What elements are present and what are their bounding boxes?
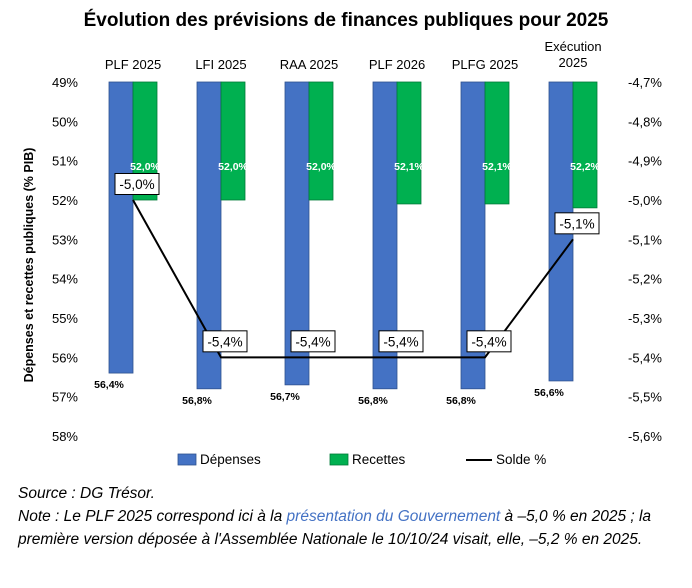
category-label: RAA 2025	[280, 57, 339, 72]
y-right-tick-label: -5,2%	[628, 272, 662, 287]
notes: Source : DG Trésor. Note : Le PLF 2025 c…	[18, 482, 658, 551]
depenses-data-label: 56,4%	[94, 379, 124, 391]
category-label: LFI 2025	[195, 57, 246, 72]
legend-label-depenses: Dépenses	[200, 452, 261, 467]
y-right-tick-label: -5,6%	[628, 429, 662, 444]
y-axis-title: Dépenses et recettes publiques (% PIB)	[22, 148, 36, 383]
recettes-data-label: 52,0%	[306, 161, 336, 173]
y-left-tick-label: 56%	[52, 350, 78, 365]
recettes-data-label: 52,2%	[570, 161, 600, 173]
depenses-data-label: 56,7%	[270, 391, 300, 403]
depenses-data-label: 56,8%	[358, 395, 388, 407]
y-right-tick-label: -5,1%	[628, 232, 662, 247]
y-left-tick-label: 57%	[52, 390, 78, 405]
depenses-data-label: 56,6%	[534, 387, 564, 399]
recettes-data-label: 52,0%	[130, 161, 160, 173]
category-label: 2025	[559, 55, 588, 70]
bar-recettes	[308, 81, 334, 201]
note-link[interactable]: présentation du Gouvernement	[286, 508, 501, 525]
y-right-tick-label: -4,7%	[628, 75, 662, 90]
y-right-tick-label: -5,3%	[628, 311, 662, 326]
source-text: Source : DG Trésor.	[18, 485, 155, 502]
category-label: PLF 2025	[105, 57, 161, 72]
y-left-tick-label: 54%	[52, 272, 78, 287]
legend-swatch-depenses	[177, 453, 197, 466]
recettes-data-label: 52,1%	[482, 161, 512, 173]
y-right-tick-label: -5,0%	[628, 193, 662, 208]
recettes-data-label: 52,0%	[218, 161, 248, 173]
y-left-tick-label: 52%	[52, 193, 78, 208]
solde-label-box	[466, 330, 512, 353]
solde-data-label: -5,4%	[207, 334, 242, 349]
y-left-tick-label: 55%	[52, 311, 78, 326]
note-prefix: Note : Le PLF 2025 correspond ici à la	[18, 508, 287, 525]
y-left-tick-label: 50%	[52, 114, 78, 129]
category-label: Exécution	[544, 39, 601, 54]
bar-recettes	[484, 81, 510, 205]
solde-label-box	[290, 330, 336, 353]
note-text: Note : Le PLF 2025 correspond ici à la p…	[18, 505, 658, 551]
legend-label-recettes: Recettes	[352, 452, 406, 467]
chart-title: Évolution des prévisions de finances pub…	[84, 9, 609, 31]
bar-recettes	[220, 81, 246, 201]
y-left-tick-label: 49%	[52, 75, 78, 90]
y-right-tick-label: -4,9%	[628, 154, 662, 169]
solde-data-label: -5,4%	[383, 334, 418, 349]
legend-swatch-recettes	[329, 453, 349, 466]
y-left-tick-label: 51%	[52, 154, 78, 169]
bar-depenses	[108, 81, 134, 374]
solde-label-box	[114, 173, 160, 195]
solde-label-box	[202, 330, 248, 353]
bar-recettes	[396, 81, 422, 205]
category-label: PLF 2026	[369, 57, 425, 72]
depenses-data-label: 56,8%	[182, 395, 212, 407]
recettes-data-label: 52,1%	[394, 161, 424, 173]
y-right-tick-label: -5,4%	[628, 350, 662, 365]
y-right-tick-label: -5,5%	[628, 390, 662, 405]
solde-label-box	[554, 212, 600, 235]
solde-label-box	[378, 330, 424, 353]
y-right-tick-label: -4,8%	[628, 114, 662, 129]
category-label: PLFG 2025	[452, 57, 519, 72]
solde-data-label: -5,4%	[295, 334, 330, 349]
chart-svg: Évolution des prévisions de finances pub…	[22, 9, 662, 467]
solde-data-label: -5,1%	[559, 216, 594, 231]
solde-data-label: -5,4%	[471, 334, 506, 349]
solde-data-label: -5,0%	[119, 177, 154, 192]
bar-recettes	[572, 81, 598, 209]
y-left-tick-label: 58%	[52, 429, 78, 444]
legend-label-solde: Solde %	[496, 452, 546, 467]
note-suffix: à –5,0 % en 2025 ; la première version d…	[18, 508, 652, 548]
depenses-data-label: 56,8%	[446, 395, 476, 407]
y-left-tick-label: 53%	[52, 232, 78, 247]
chart: Évolution des prévisions de finances pub…	[22, 9, 662, 467]
